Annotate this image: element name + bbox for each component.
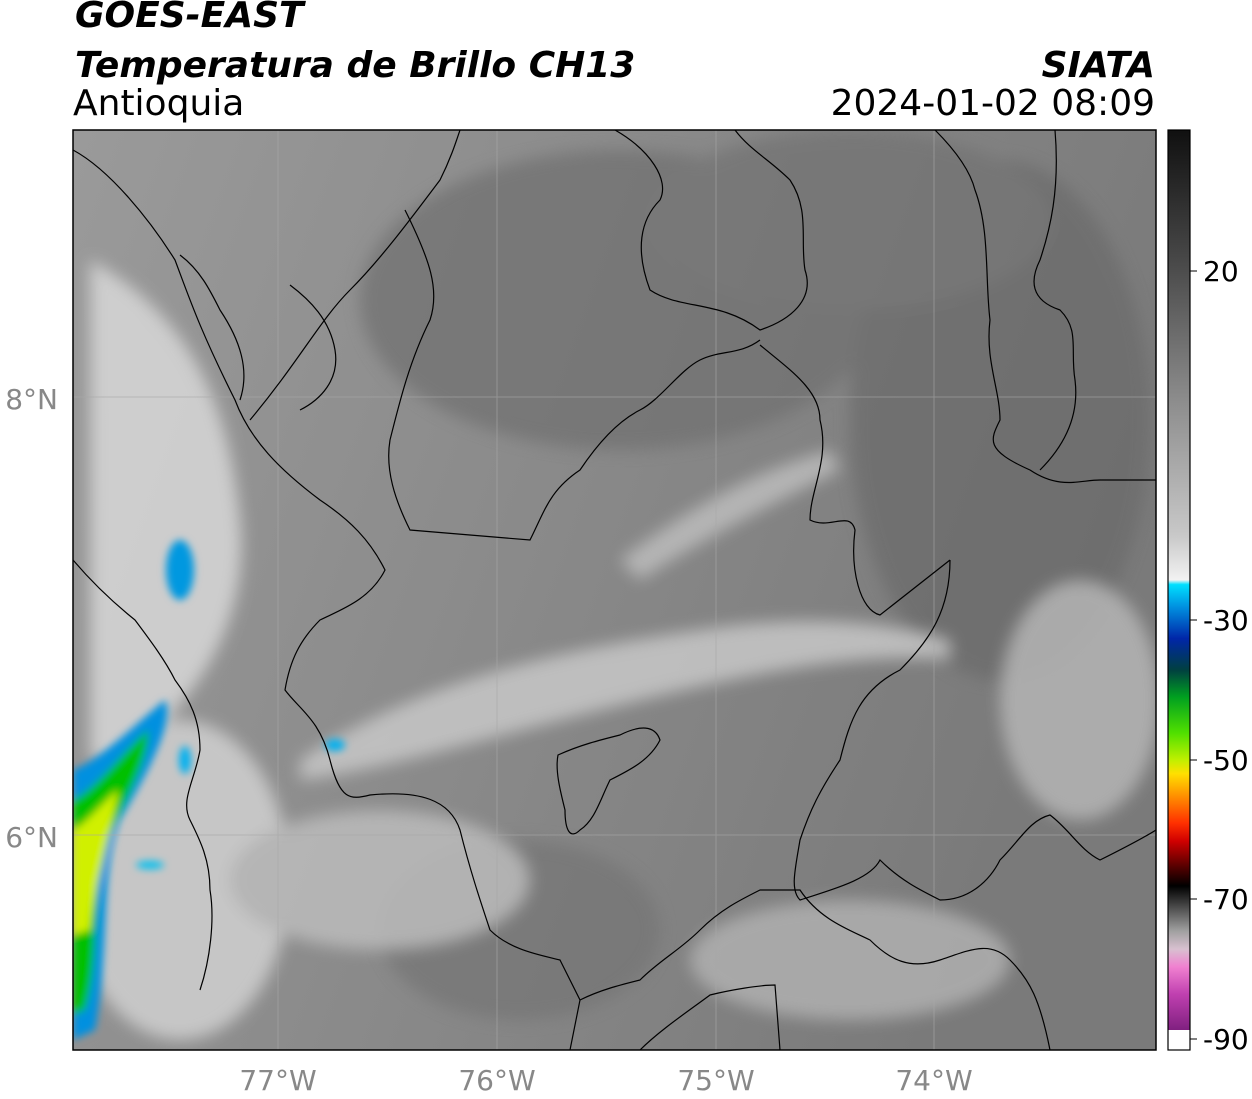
subtitle-region: Antioquia	[73, 83, 245, 124]
lon-label-76w: 76°W	[458, 1064, 535, 1097]
lon-label-77w: 77°W	[239, 1064, 316, 1097]
colorbar-tick-minus70: -70	[1203, 883, 1249, 916]
title-satellite: GOES-EAST	[75, 0, 304, 36]
colorbar-tick-minus90: -90	[1203, 1023, 1249, 1056]
subtitle-datetime: 2024-01-02 08:09	[830, 83, 1155, 124]
colorbar: 20 -30 -50 -70 -90	[1167, 129, 1249, 1056]
title-organization: SIATA	[1041, 45, 1155, 86]
colorbar-gradient	[1168, 130, 1190, 1030]
lon-label-75w: 75°W	[677, 1064, 754, 1097]
map-frame	[72, 129, 1157, 1051]
colorbar-tick-20: 20	[1203, 255, 1239, 288]
lat-label-8n: 8°N	[5, 383, 58, 416]
lon-label-74w: 74°W	[895, 1064, 972, 1097]
brightness-temperature-field	[73, 130, 1156, 1050]
colorbar-frame	[1167, 129, 1191, 1051]
admin-boundaries	[73, 130, 1156, 1050]
title-product: Temperatura de Brillo CH13	[75, 45, 636, 86]
colorbar-tick-minus50: -50	[1203, 744, 1249, 777]
colorbar-tick-minus30: -30	[1203, 604, 1249, 637]
lat-label-6n: 6°N	[5, 821, 58, 854]
colorbar-under	[1168, 1030, 1190, 1050]
